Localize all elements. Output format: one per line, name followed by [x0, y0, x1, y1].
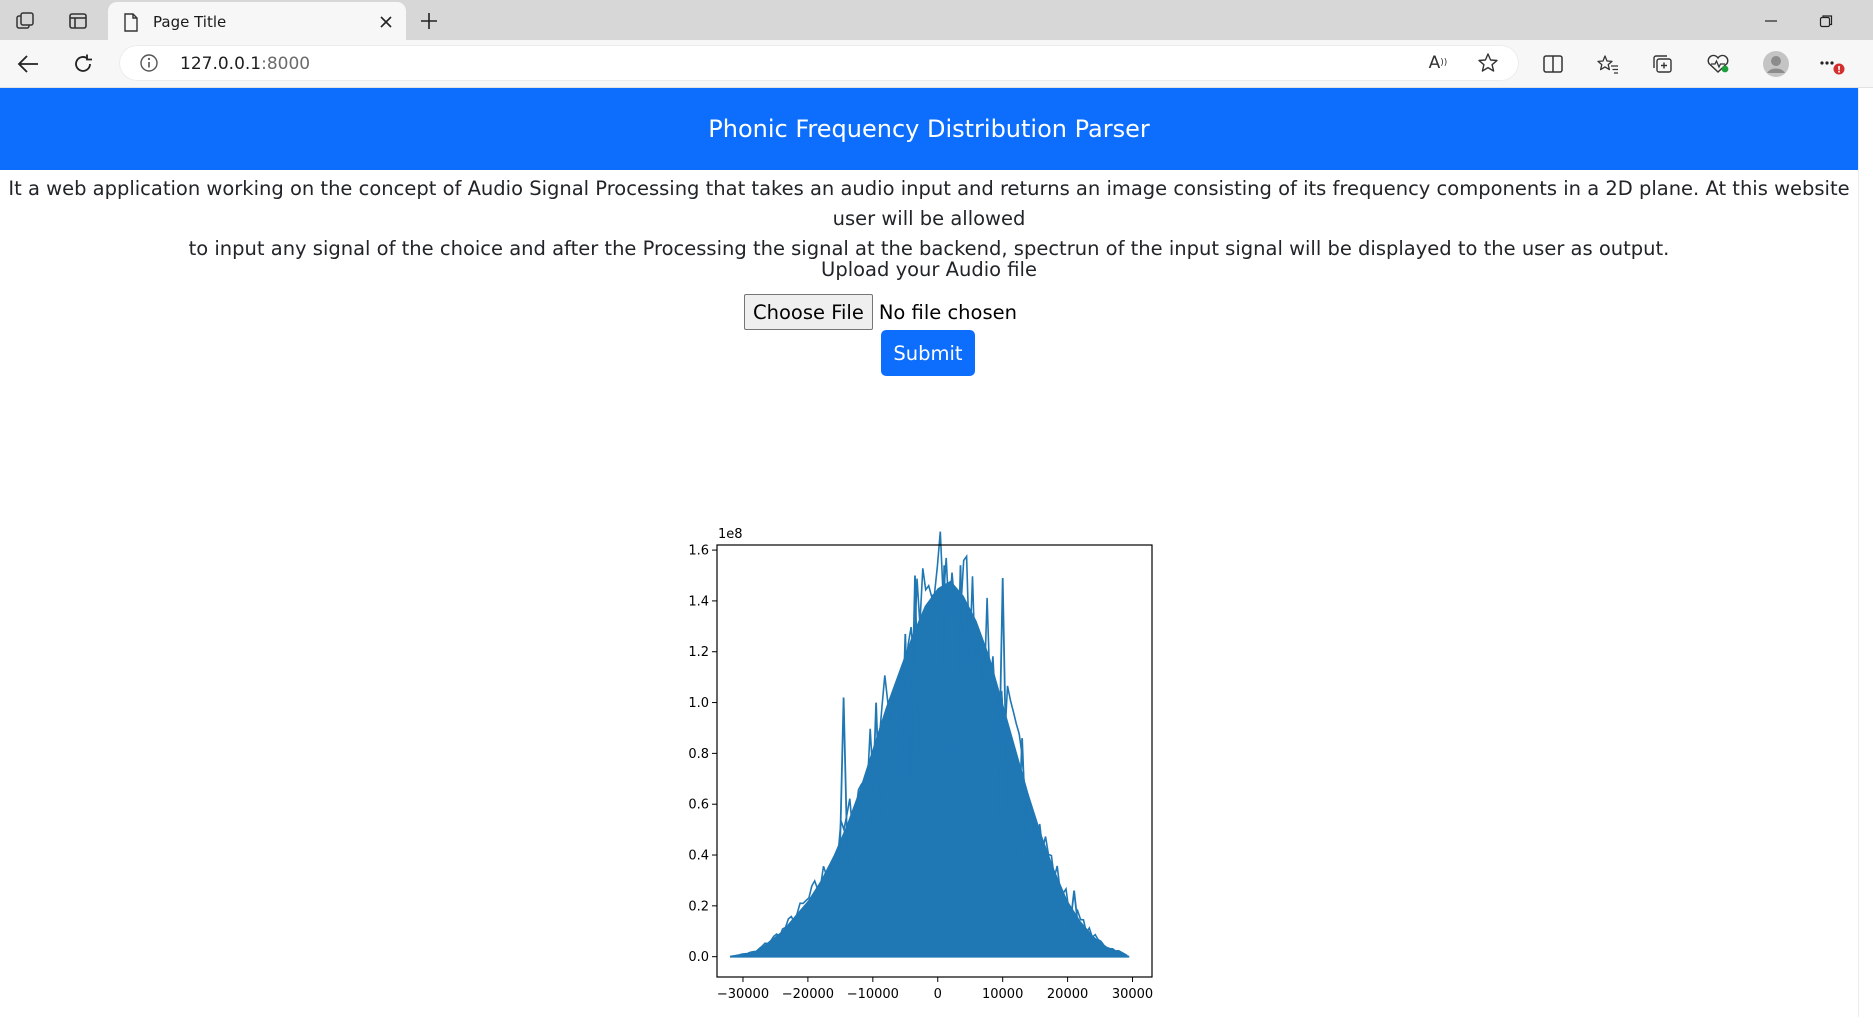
x-tick-label: −20000: [782, 987, 834, 1002]
series-peak: [1068, 890, 1080, 932]
y-tick-label: 1.6: [688, 544, 709, 559]
browser-tab-bar: Page Title: [0, 0, 1873, 42]
description-line-1: It a web application working on the conc…: [8, 177, 1850, 230]
y-tick-label: 0.2: [688, 899, 709, 914]
series-peak: [870, 702, 882, 837]
url-port: :8000: [261, 54, 311, 74]
series-peak: [1016, 738, 1028, 855]
x-tick-label: −30000: [717, 987, 769, 1002]
new-tab-icon[interactable]: [414, 6, 444, 36]
y-tick-label: 0.4: [688, 849, 709, 864]
description-line-2: to input any signal of the choice and af…: [188, 237, 1670, 260]
browser-toolbar: 127.0.0.1:8000 A)) !: [0, 40, 1873, 88]
series-peak: [955, 565, 966, 757]
plot-frame: [716, 544, 1153, 978]
x-tick-label: 30000: [1112, 987, 1153, 1002]
minimize-icon[interactable]: [1756, 6, 1786, 36]
url-host: 127.0.0.1: [180, 54, 262, 74]
y-tick-label: 0.8: [688, 747, 709, 762]
page-scrollbar[interactable]: [1858, 88, 1873, 1017]
submit-button[interactable]: Submit: [881, 330, 975, 376]
axes-layer: −30000 −20000 −10000 0 10000 20000 30000 0.0 0.2…: [688, 544, 1153, 1002]
page-content: Phonic Frequency Distribution Parser It …: [0, 88, 1858, 1017]
profile-avatar-icon[interactable]: [1760, 48, 1792, 80]
app-description: It a web application working on the conc…: [0, 174, 1858, 264]
series-line: [729, 531, 1128, 958]
settings-more-icon[interactable]: !: [1815, 49, 1851, 79]
series-area: [729, 580, 1130, 957]
favorites-icon[interactable]: [1593, 49, 1623, 79]
series-peak: [909, 575, 921, 777]
x-tick-label: 0: [934, 987, 942, 1002]
series-layer: [729, 531, 1130, 958]
y-tick-label: 1.4: [688, 594, 709, 609]
choose-file-button[interactable]: Choose File: [744, 294, 873, 330]
x-tick-label: 10000: [982, 987, 1023, 1002]
x-tick-label: −10000: [847, 987, 899, 1002]
url-text[interactable]: 127.0.0.1:8000: [180, 54, 310, 74]
workspaces-icon[interactable]: [10, 6, 40, 36]
y-tick-label: 0.0: [688, 950, 709, 965]
page-header: Phonic Frequency Distribution Parser: [0, 88, 1858, 170]
spectrum-chart: −30000 −20000 −10000 0 10000 20000 30000 0.0 0.2…: [688, 527, 1153, 1002]
series-peak: [899, 633, 911, 791]
favorite-star-icon[interactable]: [1476, 51, 1500, 75]
restore-icon[interactable]: [1811, 6, 1841, 36]
y-tick-label: 1.2: [688, 645, 709, 660]
file-status-text: No file chosen: [878, 300, 1017, 324]
back-arrow-icon[interactable]: [12, 49, 44, 79]
series-peak: [997, 577, 1009, 817]
y-tick-label: 1.0: [688, 696, 709, 711]
address-bar[interactable]: 127.0.0.1:8000 A)): [119, 45, 1519, 81]
series-peak: [838, 697, 849, 889]
site-info-icon[interactable]: [139, 53, 159, 73]
split-screen-icon[interactable]: [1538, 49, 1568, 79]
y-tick-label: 0.6: [688, 798, 709, 813]
tab-title: Page Title: [153, 13, 227, 31]
file-input[interactable]: Choose File No file chosen: [744, 294, 1017, 330]
y-scale-label: 1e8: [718, 527, 743, 542]
refresh-icon[interactable]: [67, 49, 99, 79]
page-title: Phonic Frequency Distribution Parser: [708, 115, 1150, 143]
upload-label: Upload your Audio file: [821, 258, 1037, 281]
series-peak: [938, 565, 950, 752]
x-tick-label: 20000: [1047, 987, 1088, 1002]
browser-tab[interactable]: Page Title: [108, 2, 406, 42]
browser-essentials-icon[interactable]: [1703, 49, 1733, 79]
collections-icon[interactable]: [1648, 49, 1678, 79]
read-aloud-icon[interactable]: A)): [1428, 53, 1448, 73]
svg-text:!: !: [1837, 66, 1841, 76]
close-tab-icon[interactable]: [376, 12, 396, 32]
tab-actions-icon[interactable]: [63, 6, 93, 36]
page-icon: [122, 12, 140, 32]
